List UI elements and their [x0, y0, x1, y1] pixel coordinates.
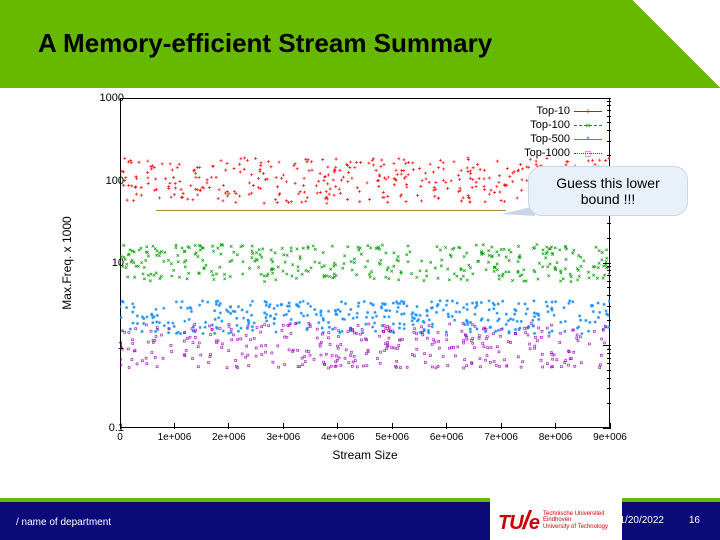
y-axis-label: Max.Freq. x 1000: [60, 216, 74, 309]
xtick: [228, 423, 229, 429]
legend: Top-10+Top-100×Top-500*Top-1000□: [524, 104, 602, 160]
footer: / name of department TU/e Technische Uni…: [0, 498, 720, 540]
ytick-minor: [607, 378, 611, 379]
ytick-minor: [607, 101, 611, 102]
ytick-minor: [607, 388, 611, 389]
ytick-minor: [607, 370, 611, 371]
ytick-minor: [607, 110, 611, 111]
ytick: [603, 263, 611, 264]
ytick-minor: [607, 353, 611, 354]
xtick: [446, 423, 447, 429]
ytick-minor: [607, 155, 611, 156]
ytick-minor: [607, 105, 611, 106]
xtick: [501, 423, 502, 429]
footer-page-number: 16: [689, 515, 700, 526]
ytick-minor: [607, 270, 611, 271]
xtick-label: 2e+006: [212, 432, 246, 443]
legend-item: Top-100×: [524, 118, 602, 132]
ytick-minor: [607, 266, 611, 267]
footer-department: / name of department: [16, 517, 111, 528]
xtick: [174, 423, 175, 429]
ytick-minor: [607, 306, 611, 307]
ytick-label: 100: [74, 175, 124, 187]
legend-label: Top-500: [530, 133, 570, 145]
ytick-label: 1: [74, 340, 124, 352]
legend-label: Top-1000: [524, 147, 570, 159]
ytick-minor: [607, 122, 611, 123]
xtick-label: 5e+006: [375, 432, 409, 443]
ytick-minor: [607, 130, 611, 131]
slide-title: A Memory-efficient Stream Summary: [38, 28, 492, 59]
legend-label: Top-10: [536, 105, 570, 117]
ytick-minor: [607, 238, 611, 239]
xtick-label: 1e+006: [158, 432, 192, 443]
chart: Max.Freq. x 1000 Top-10+Top-100×Top-500*…: [60, 98, 620, 458]
tue-logo: TU/e Technische UniversiteitEindhovenUni…: [498, 505, 608, 536]
ytick-minor: [607, 403, 611, 404]
ytick-minor: [607, 141, 611, 142]
legend-item: Top-1000□: [524, 146, 602, 160]
ytick: [603, 345, 611, 346]
ytick-minor: [607, 275, 611, 276]
legend-label: Top-100: [530, 119, 570, 131]
xtick-label: 3e+006: [267, 432, 301, 443]
ytick-minor: [607, 295, 611, 296]
xtick-label: 7e+006: [484, 432, 518, 443]
tue-logo-text: Technische UniversiteitEindhovenUniversi…: [543, 511, 608, 531]
legend-item: Top-10+: [524, 104, 602, 118]
xtick-label: 9e+006: [593, 432, 627, 443]
x-axis-label: Stream Size: [120, 448, 610, 462]
ytick-minor: [607, 116, 611, 117]
xtick: [555, 423, 556, 429]
xtick-label: 8e+006: [539, 432, 573, 443]
xtick-label: 6e+006: [430, 432, 464, 443]
xtick-label: 0: [117, 432, 123, 443]
xtick-label: 4e+006: [321, 432, 355, 443]
header-notch: [632, 0, 720, 88]
xtick: [392, 423, 393, 429]
footer-date: 1/20/2022: [620, 515, 665, 526]
ytick-minor: [607, 287, 611, 288]
xtick: [283, 423, 284, 429]
ytick-label: 10: [74, 257, 124, 269]
plot-area: Top-10+Top-100×Top-500*Top-1000□: [120, 98, 610, 428]
ytick-minor: [607, 358, 611, 359]
ytick-label: 1000: [74, 92, 124, 104]
ytick-minor: [607, 349, 611, 350]
ytick-minor: [607, 320, 611, 321]
callout-text: Guess this lower bound !!!: [556, 175, 659, 207]
ytick-minor: [607, 223, 611, 224]
callout-bubble: Guess this lower bound !!!: [528, 166, 688, 216]
xtick: [337, 423, 338, 429]
legend-item: Top-500*: [524, 132, 602, 146]
ytick-minor: [607, 363, 611, 364]
callout-guide-line: [156, 210, 506, 211]
ytick-minor: [607, 281, 611, 282]
ytick: [603, 98, 611, 99]
xtick: [610, 423, 611, 429]
